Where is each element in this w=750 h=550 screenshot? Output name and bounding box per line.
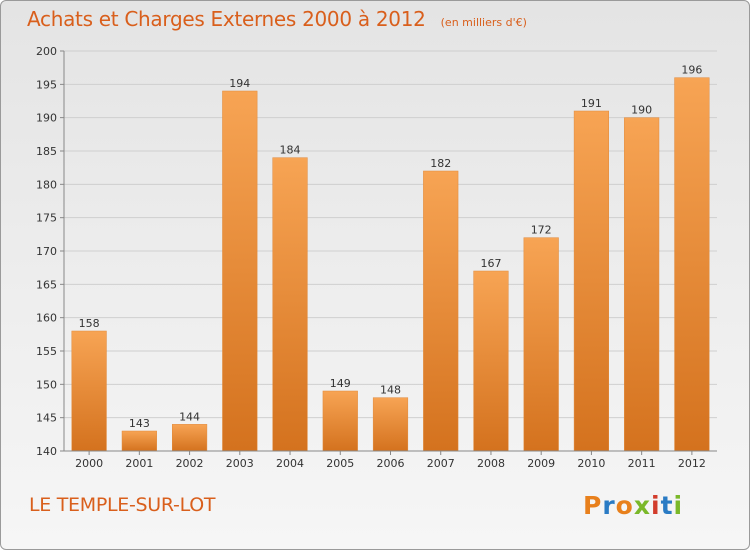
x-tick-label-2011: 2011 [628,457,656,470]
data-label-2006: 148 [380,384,401,397]
x-tick-label-2001: 2001 [125,457,153,470]
location-label: LE TEMPLE-SUR-LOT [29,494,216,516]
chart-title: Achats et Charges Externes 2000 à 2012 [27,7,426,31]
bar-2001 [121,430,157,452]
y-tick-label: 175 [36,212,57,225]
logo-letter: i [673,491,684,520]
bar-2012 [674,77,710,452]
data-label-2001: 143 [129,417,150,430]
data-label-2000: 158 [79,317,100,330]
proxiti-logo[interactable]: Proxiti [583,491,683,520]
chart-subtitle: (en milliers d'€) [440,16,527,29]
bar-2006 [372,397,409,452]
bar-2005 [322,390,358,452]
bar-2010 [573,110,610,452]
y-tick-label: 195 [36,78,57,91]
logo-letter: t [660,491,674,520]
x-tick-label-2007: 2007 [427,457,455,470]
axes: 1401451501551601651701751801851901952002… [36,45,717,470]
y-tick-label: 200 [36,45,57,58]
bars: 158 143 144 194 184 149 148 182 167 172 191 190 196 [71,64,710,452]
x-tick-label-2010: 2010 [577,457,605,470]
bar-2003 [222,90,258,452]
x-tick-label-2005: 2005 [326,457,354,470]
data-label-2011: 190 [631,104,652,117]
y-tick-label: 170 [36,245,57,258]
data-label-2008: 167 [480,257,501,270]
title-row: Achats et Charges Externes 2000 à 2012 (… [27,7,527,31]
data-label-2002: 144 [179,410,200,423]
y-tick-label: 145 [36,412,57,425]
x-tick-label-2002: 2002 [176,457,204,470]
y-tick-label: 185 [36,145,57,158]
logo-letter: P [583,491,603,520]
bar-2009 [523,237,559,452]
bar-2011 [624,117,660,452]
data-label-2004: 184 [280,144,301,157]
data-label-2010: 191 [581,97,602,110]
logo-letter: r [602,491,616,520]
y-tick-label: 180 [36,178,57,191]
x-tick-label-2006: 2006 [377,457,405,470]
bar-2008 [473,270,509,452]
x-tick-label-2012: 2012 [678,457,706,470]
x-tick-label-2008: 2008 [477,457,505,470]
data-label-2012: 196 [681,64,702,77]
x-tick-label-2000: 2000 [75,457,103,470]
bar-2007 [423,170,459,452]
data-label-2003: 194 [229,77,250,90]
bar-2002 [171,424,208,452]
x-tick-label-2004: 2004 [276,457,304,470]
data-label-2005: 149 [330,377,351,390]
y-tick-label: 160 [36,312,57,325]
data-label-2009: 172 [531,224,552,237]
bar-2004 [272,157,308,452]
bar-2000 [71,330,107,452]
logo-letter: o [615,491,634,520]
x-tick-label-2009: 2009 [527,457,555,470]
logo-letter: x [633,491,651,520]
y-tick-label: 150 [36,378,57,391]
x-tick-label-2003: 2003 [226,457,254,470]
y-tick-label: 140 [36,445,57,458]
y-tick-label: 165 [36,278,57,291]
y-tick-label: 190 [36,112,57,125]
data-label-2007: 182 [430,157,451,170]
y-tick-label: 155 [36,345,57,358]
logo-letter: i [651,491,661,520]
